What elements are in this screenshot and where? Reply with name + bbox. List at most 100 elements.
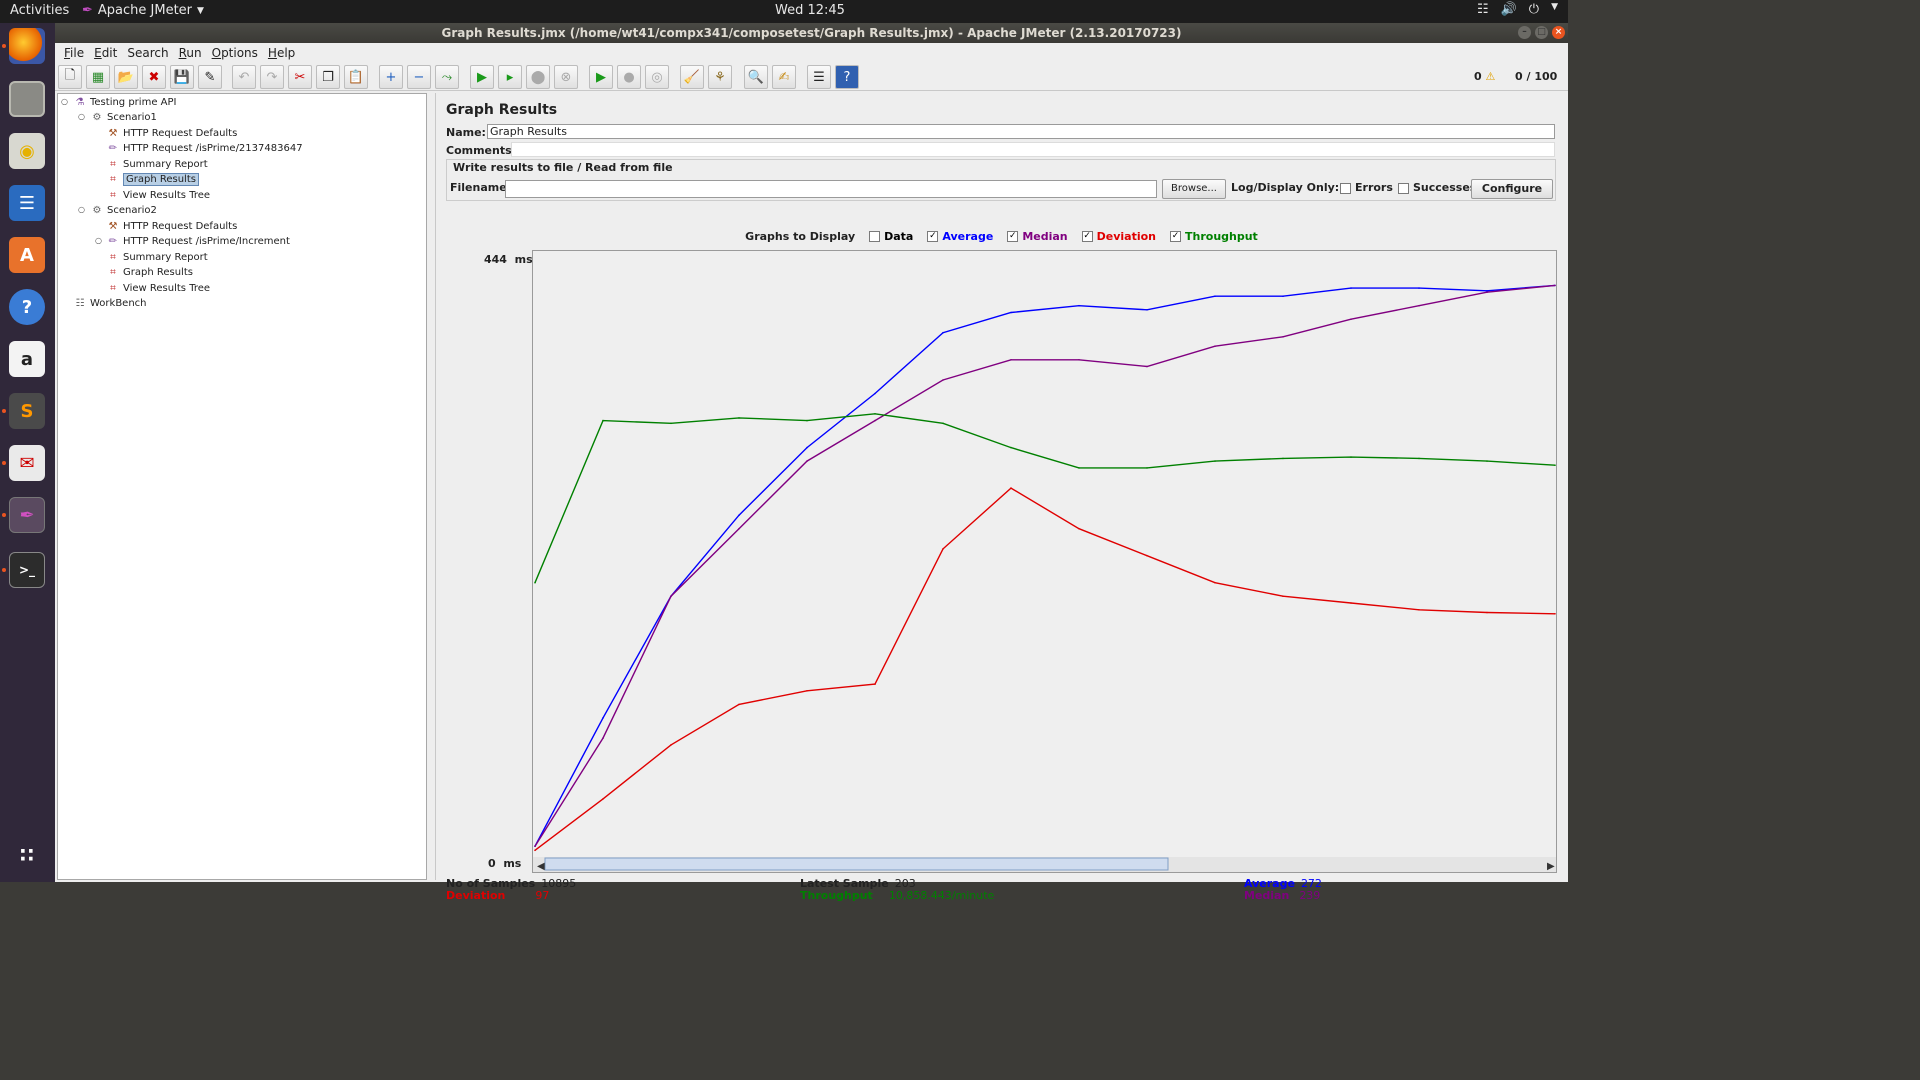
data-point-throughput — [738, 417, 740, 419]
toggle-data[interactable]: Data — [869, 230, 913, 243]
scroll-left-icon[interactable]: ◀ — [537, 861, 545, 872]
tree-node-listener-selected[interactable]: ⌗ Graph Results — [107, 172, 199, 187]
toggle-deviation[interactable]: ✓ Deviation — [1081, 229, 1156, 243]
new-icon[interactable]: 🗋 — [58, 65, 82, 89]
filename-input[interactable] — [505, 180, 1157, 198]
data-point-average — [602, 717, 604, 719]
remote-stop-icon[interactable]: ● — [617, 65, 641, 89]
jmeter-icon[interactable]: ✒ — [9, 497, 45, 533]
collapse-icon[interactable]: − — [407, 65, 431, 89]
app-menu-button[interactable]: ✒ Apache JMeter ▼ — [82, 3, 204, 18]
tree-node-thread-group[interactable]: ⚙ Scenario2 — [92, 204, 157, 217]
help-icon[interactable]: ? — [9, 289, 45, 325]
data-point-median — [670, 595, 672, 597]
data-point-throughput — [1146, 467, 1148, 469]
minimize-icon[interactable]: – — [1518, 26, 1531, 39]
comments-input[interactable] — [511, 142, 1555, 157]
cut-icon[interactable]: ✂ — [288, 65, 312, 89]
tree-node-thread-group[interactable]: ⚙ Scenario1 — [92, 111, 157, 124]
warning-count[interactable]: 0 ⚠ — [1474, 70, 1496, 83]
apps-grid-icon[interactable]: ∷ — [20, 843, 34, 867]
save-as-icon[interactable]: ✎ — [198, 65, 222, 89]
toggle-throughput[interactable]: ✓ Throughput — [1170, 229, 1258, 243]
reset-search-icon[interactable]: ✍ — [772, 65, 796, 89]
rhythmbox-icon[interactable]: ◉ — [9, 133, 45, 169]
menu-run[interactable]: Run — [178, 46, 202, 60]
tree-node-listener[interactable]: ⌗ View Results Tree — [107, 188, 210, 203]
software-center-icon[interactable]: A — [9, 237, 45, 273]
tree-node-listener[interactable]: ⌗ Summary Report — [107, 250, 207, 265]
sublime-icon[interactable]: S — [9, 393, 45, 429]
writer-icon[interactable]: ☰ — [9, 185, 45, 221]
tree-node-listener[interactable]: ⌗ Summary Report — [107, 157, 207, 172]
system-tray[interactable]: ☷ 🔊 ⏻ ▼ — [1477, 2, 1558, 17]
document-viewer-icon[interactable]: ✉ — [9, 445, 45, 481]
close-file-icon[interactable]: ✖ — [142, 65, 166, 89]
menu-options[interactable]: Options — [211, 46, 258, 60]
tree-node-config[interactable]: ⚒ HTTP Request Defaults — [108, 220, 238, 233]
tree-toggle-icon[interactable]: ○ — [78, 205, 85, 214]
files-icon[interactable] — [9, 81, 45, 117]
undo-icon[interactable]: ↶ — [232, 65, 256, 89]
browse-button[interactable]: Browse... — [1162, 179, 1226, 199]
chart-scrollbar-thumb[interactable] — [544, 857, 1169, 871]
start-icon[interactable]: ▶ — [470, 65, 494, 89]
clear-icon[interactable]: 🧹 — [680, 65, 704, 89]
scroll-right-icon[interactable]: ▶ — [1547, 861, 1555, 872]
menu-file[interactable]: File — [64, 46, 85, 60]
tree-node-workbench[interactable]: ☷ WorkBench — [75, 297, 147, 310]
config-icon: ⚒ — [108, 220, 118, 232]
errors-checkbox[interactable]: Errors — [1340, 181, 1393, 194]
network-icon[interactable]: ☷ — [1476, 2, 1489, 17]
listener-icon: ⌗ — [110, 173, 116, 185]
remote-start-icon[interactable]: ▶ — [589, 65, 613, 89]
function-helper-icon[interactable]: ☰ — [807, 65, 831, 89]
stop-icon[interactable]: ⬤ — [526, 65, 550, 89]
menu-search[interactable]: Search — [127, 46, 169, 60]
tree-toggle-icon[interactable]: ○ — [78, 112, 85, 121]
name-input[interactable]: Graph Results — [487, 124, 1555, 139]
successes-checkbox[interactable]: Successes — [1398, 181, 1476, 194]
expand-icon[interactable]: + — [379, 65, 403, 89]
save-icon[interactable]: 💾 — [170, 65, 194, 89]
tree-node-sampler[interactable]: ✏ HTTP Request /isPrime/Increment — [108, 235, 290, 248]
chevron-down-icon[interactable]: ▼ — [1551, 2, 1558, 12]
menu-edit[interactable]: Edit — [94, 46, 118, 60]
toggle-median[interactable]: ✓ Median — [1007, 229, 1068, 243]
window-titlebar[interactable]: Graph Results.jmx (/home/wt41/compx341/c… — [55, 23, 1568, 43]
configure-button[interactable]: Configure — [1471, 179, 1553, 199]
search-icon[interactable]: 🔍 — [744, 65, 768, 89]
volume-icon[interactable]: 🔊 — [1500, 2, 1517, 17]
tree-node-test-plan[interactable]: ⚗ Testing prime API — [75, 96, 177, 109]
start-no-pauses-icon[interactable]: ▸ — [498, 65, 522, 89]
menu-help[interactable]: Help — [267, 46, 296, 60]
firefox-icon[interactable] — [9, 28, 45, 64]
main-toolbar: 🗋 ▦ 📂 ✖ 💾 ✎ ↶ ↷ ✂ ❐ 📋 + − ⤳ ▶ ▸ ⬤ ⊗ ▶ ● … — [55, 63, 1568, 91]
tree-node-sampler[interactable]: ✏ HTTP Request /isPrime/2137483647 — [108, 142, 303, 155]
amazon-icon[interactable]: a — [9, 341, 45, 377]
templates-icon[interactable]: ▦ — [86, 65, 110, 89]
close-icon[interactable]: × — [1552, 26, 1565, 39]
shutdown-icon[interactable]: ⊗ — [554, 65, 578, 89]
tree-toggle-icon[interactable]: ○ — [61, 97, 68, 106]
activities-button[interactable]: Activities — [10, 3, 70, 18]
tree-node-listener[interactable]: ⌗ View Results Tree — [107, 281, 210, 296]
tree-node-listener[interactable]: ⌗ Graph Results — [107, 265, 193, 280]
open-icon[interactable]: 📂 — [114, 65, 138, 89]
remote-shutdown-icon[interactable]: ◎ — [645, 65, 669, 89]
tree-node-config[interactable]: ⚒ HTTP Request Defaults — [108, 127, 238, 140]
clear-all-icon[interactable]: ⚘ — [708, 65, 732, 89]
test-plan-tree[interactable]: ○ ⚗ Testing prime API ○ ⚙ Scenario1 ⚒ HT… — [57, 93, 427, 880]
terminal-icon[interactable]: >_ — [9, 552, 45, 588]
data-point-deviation — [1418, 609, 1420, 611]
toggle-average[interactable]: ✓ Average — [927, 229, 994, 243]
tree-toggle-icon[interactable]: ○ — [95, 236, 102, 245]
redo-icon[interactable]: ↷ — [260, 65, 284, 89]
paste-icon[interactable]: 📋 — [344, 65, 368, 89]
power-icon[interactable]: ⏻ — [1528, 2, 1540, 17]
maximize-icon[interactable]: □ — [1535, 26, 1548, 39]
clock[interactable]: Wed 12:45 — [775, 3, 845, 18]
help-icon[interactable]: ? — [835, 65, 859, 89]
copy-icon[interactable]: ❐ — [316, 65, 340, 89]
toggle-icon[interactable]: ⤳ — [435, 65, 459, 89]
